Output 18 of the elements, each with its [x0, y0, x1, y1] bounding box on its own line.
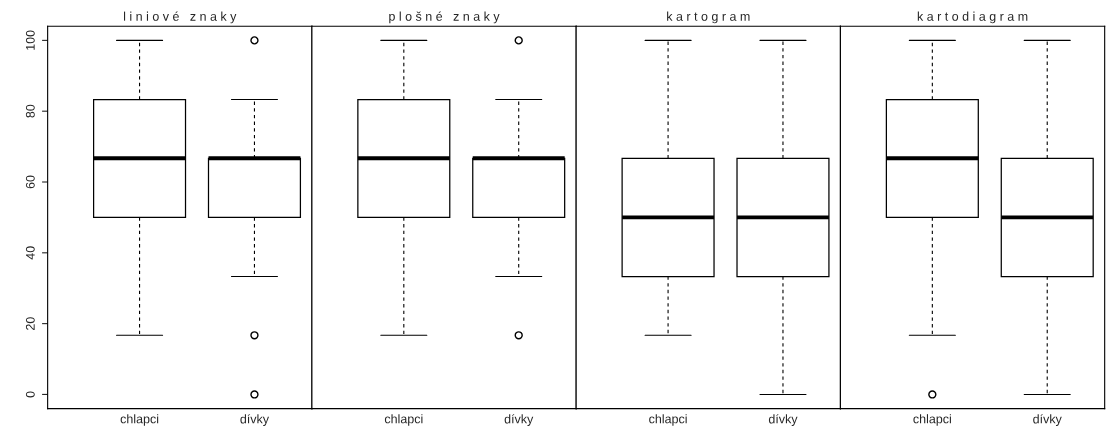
y-tick-label: 80 — [25, 104, 35, 118]
y-tick-label: 100 — [25, 30, 35, 50]
x-tick-label: chlapci — [384, 414, 423, 426]
x-tick-label: chlapci — [913, 414, 951, 426]
x-tick-label: dívky — [504, 414, 534, 426]
x-tick-label: dívky — [1033, 414, 1062, 426]
y-tick-label: 20 — [25, 317, 35, 330]
y-tick-label: 0 — [25, 391, 35, 398]
x-tick-label: chlapci — [649, 414, 687, 426]
chart-title: k a r t o g r a m — [667, 11, 750, 24]
x-tick-label: dívky — [768, 414, 798, 426]
y-tick-label: 40 — [25, 246, 35, 260]
chart-title: p l o š n é z n a k y — [389, 11, 500, 24]
y-tick-label: 60 — [25, 175, 35, 189]
x-tick-label: chlapci — [120, 414, 159, 426]
chart-title: k a r t o d i a g r a m — [917, 11, 1028, 24]
chart-title: l i n i o v é z n a k y — [124, 11, 237, 24]
x-tick-label: dívky — [240, 414, 270, 426]
